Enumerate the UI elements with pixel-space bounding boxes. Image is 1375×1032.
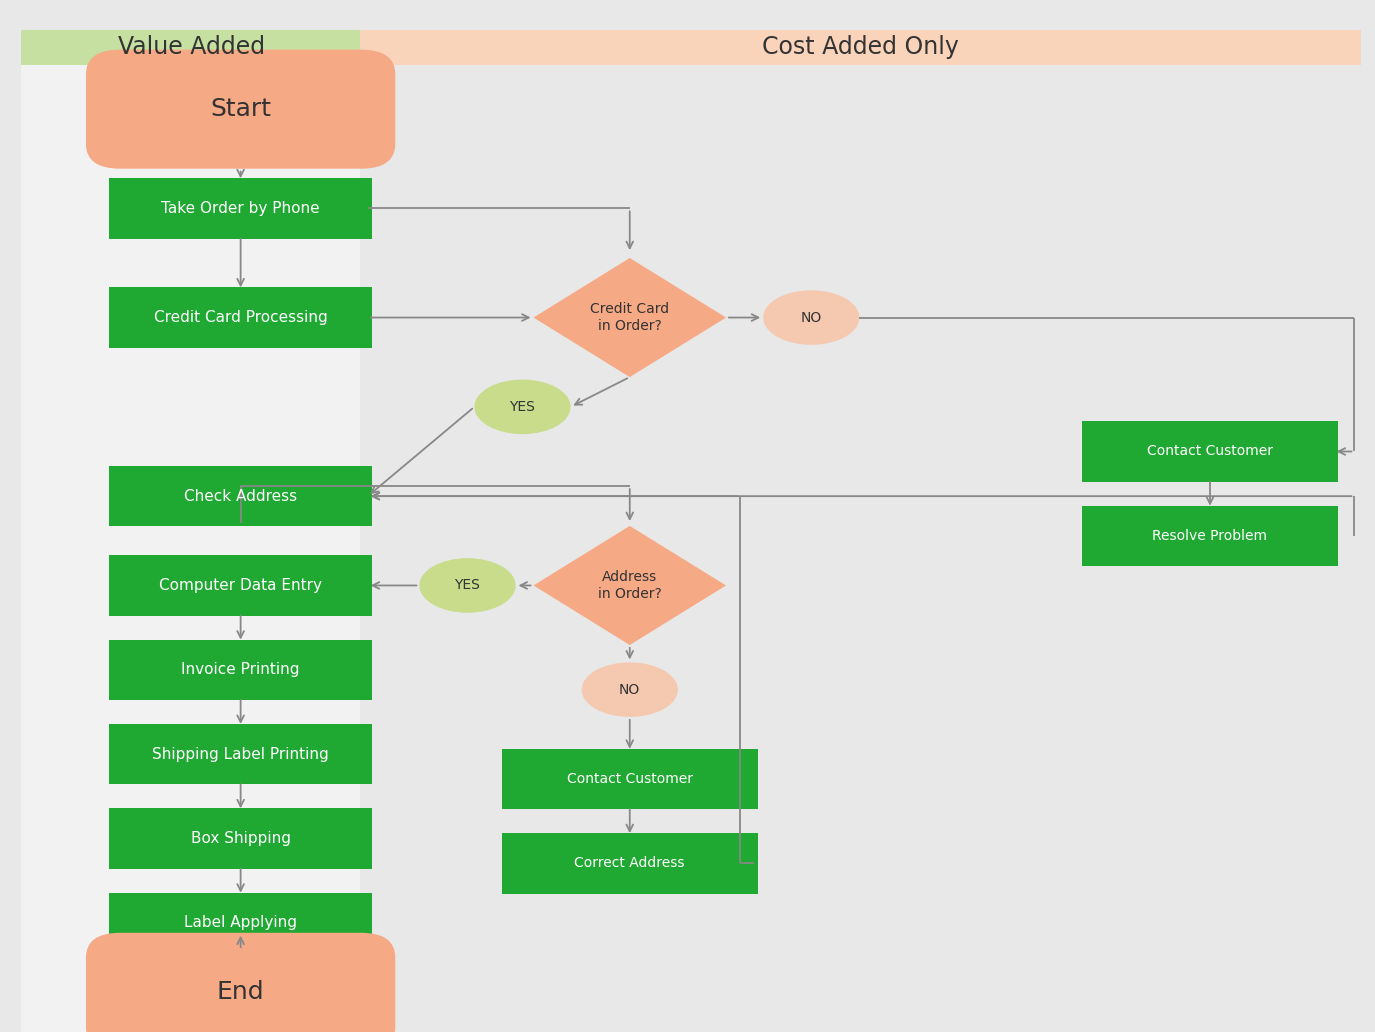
Text: NO: NO	[800, 311, 822, 324]
Text: NO: NO	[619, 682, 641, 697]
Text: Value Added: Value Added	[118, 35, 264, 59]
Text: Start: Start	[210, 97, 271, 121]
Text: Correct Address: Correct Address	[575, 857, 685, 870]
FancyBboxPatch shape	[85, 50, 395, 168]
Ellipse shape	[582, 663, 678, 717]
Text: End: End	[217, 980, 264, 1004]
FancyBboxPatch shape	[502, 833, 758, 894]
Text: Contact Customer: Contact Customer	[1147, 445, 1273, 458]
FancyBboxPatch shape	[109, 723, 371, 784]
Text: Resolve Problem: Resolve Problem	[1152, 528, 1268, 543]
Polygon shape	[534, 258, 726, 377]
FancyBboxPatch shape	[85, 933, 395, 1032]
Text: Shipping Label Printing: Shipping Label Printing	[153, 747, 329, 762]
Polygon shape	[534, 526, 726, 645]
FancyBboxPatch shape	[360, 64, 1361, 1032]
Text: Take Order by Phone: Take Order by Phone	[161, 201, 320, 216]
Text: Box Shipping: Box Shipping	[191, 831, 290, 846]
Text: Label Applying: Label Applying	[184, 915, 297, 930]
Text: YES: YES	[455, 579, 480, 592]
Text: Invoice Printing: Invoice Printing	[182, 663, 300, 677]
Text: Computer Data Entry: Computer Data Entry	[160, 578, 322, 593]
Text: Cost Added Only: Cost Added Only	[762, 35, 960, 59]
FancyBboxPatch shape	[21, 64, 360, 1032]
Text: Address
in Order?: Address in Order?	[598, 570, 661, 601]
FancyBboxPatch shape	[1082, 421, 1338, 482]
FancyBboxPatch shape	[109, 893, 371, 954]
Text: YES: YES	[510, 399, 535, 414]
Ellipse shape	[474, 380, 571, 434]
FancyBboxPatch shape	[360, 30, 1361, 64]
FancyBboxPatch shape	[109, 287, 371, 348]
FancyBboxPatch shape	[21, 30, 360, 64]
FancyBboxPatch shape	[502, 748, 758, 809]
FancyBboxPatch shape	[109, 640, 371, 700]
FancyBboxPatch shape	[109, 465, 371, 526]
Ellipse shape	[763, 290, 859, 345]
Text: Credit Card Processing: Credit Card Processing	[154, 310, 327, 325]
FancyBboxPatch shape	[109, 808, 371, 869]
Text: Check Address: Check Address	[184, 489, 297, 504]
Text: Contact Customer: Contact Customer	[566, 772, 693, 786]
FancyBboxPatch shape	[109, 555, 371, 616]
FancyBboxPatch shape	[1082, 506, 1338, 567]
Text: Credit Card
in Order?: Credit Card in Order?	[590, 302, 670, 333]
FancyBboxPatch shape	[109, 179, 371, 238]
Ellipse shape	[419, 558, 516, 613]
